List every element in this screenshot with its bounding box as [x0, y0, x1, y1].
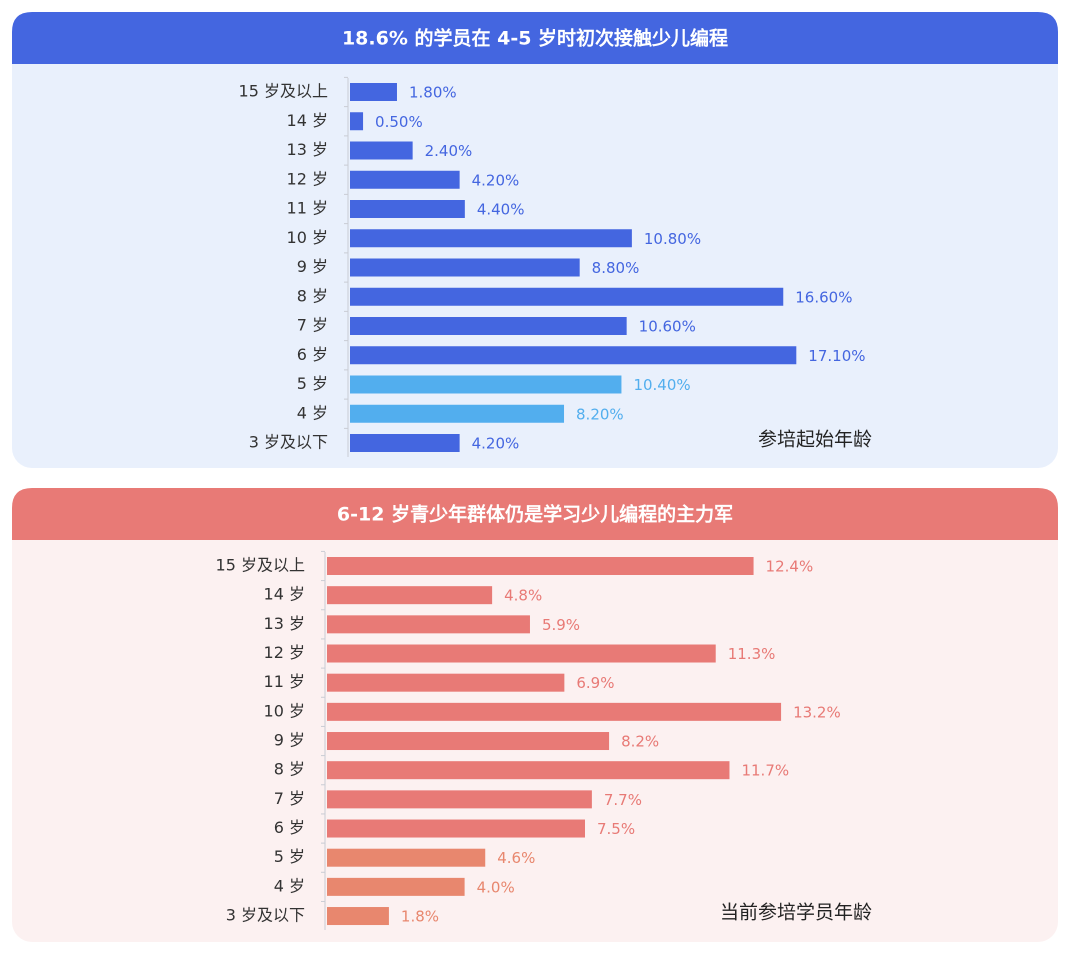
category-label: 15 岁及以上	[239, 82, 328, 101]
annotation: 当前参培学员年龄	[720, 902, 872, 924]
bar	[327, 586, 493, 605]
bar	[327, 907, 389, 926]
bar	[327, 848, 486, 867]
bar	[350, 287, 784, 306]
bar	[350, 258, 580, 277]
category-label: 8 岁	[297, 286, 328, 305]
bar	[327, 732, 610, 751]
value-label: 4.6%	[497, 849, 535, 867]
category-label: 11 岁	[287, 199, 328, 218]
category-label: 13 岁	[264, 614, 305, 633]
value-label: 12.4%	[766, 558, 814, 576]
bar	[350, 170, 460, 189]
value-label: 2.40%	[425, 142, 473, 160]
value-label: 4.40%	[477, 201, 525, 219]
value-label: 11.3%	[728, 645, 776, 663]
bar	[327, 615, 530, 634]
category-label: 7 岁	[297, 316, 328, 335]
bar	[350, 404, 565, 423]
bar	[327, 761, 730, 780]
value-label: 10.80%	[644, 230, 701, 248]
value-label: 13.2%	[793, 703, 841, 721]
bar	[327, 644, 716, 663]
bar	[327, 790, 592, 809]
category-label: 15 岁及以上	[216, 556, 305, 575]
bar	[350, 317, 627, 335]
value-label: 8.2%	[621, 733, 659, 751]
value-label: 4.20%	[472, 171, 520, 189]
bar	[327, 819, 585, 838]
value-label: 8.80%	[592, 259, 640, 277]
category-label: 9 岁	[274, 731, 305, 750]
category-label: 14 岁	[287, 111, 328, 130]
bar	[350, 200, 465, 218]
category-label: 10 岁	[264, 701, 305, 720]
annotation: 参培起始年龄	[758, 429, 872, 451]
category-label: 14 岁	[264, 585, 305, 604]
value-label: 4.8%	[504, 587, 542, 605]
panel-header	[12, 488, 1058, 540]
category-label: 6 岁	[297, 345, 328, 364]
value-label: 1.8%	[401, 908, 439, 926]
value-label: 5.9%	[542, 616, 580, 634]
bar	[350, 375, 622, 394]
category-label: 10 岁	[287, 228, 328, 247]
bar	[350, 83, 397, 101]
value-label: 0.50%	[375, 113, 423, 131]
value-label: 1.80%	[409, 84, 457, 102]
bar	[327, 673, 565, 692]
value-label: 7.5%	[597, 820, 635, 838]
category-label: 12 岁	[287, 169, 328, 188]
value-label: 6.9%	[576, 674, 614, 692]
chart-title: 18.6% 的学员在 4-5 岁时初次接触少儿编程	[342, 27, 728, 50]
category-label: 3 岁及以下	[249, 433, 328, 452]
value-label: 16.60%	[795, 288, 852, 306]
bar	[327, 877, 465, 896]
value-label: 17.10%	[808, 347, 865, 365]
value-label: 4.0%	[477, 878, 515, 896]
value-label: 10.40%	[633, 376, 690, 394]
bar	[327, 557, 754, 575]
bar	[327, 702, 782, 721]
value-label: 8.20%	[576, 405, 624, 423]
value-label: 4.20%	[472, 435, 520, 453]
category-label: 3 岁及以下	[226, 906, 305, 925]
panel-header	[12, 12, 1058, 64]
category-label: 7 岁	[274, 789, 305, 808]
category-label: 4 岁	[297, 403, 328, 422]
category-label: 12 岁	[264, 643, 305, 662]
category-label: 13 岁	[287, 140, 328, 159]
category-label: 9 岁	[297, 257, 328, 276]
category-label: 6 岁	[274, 818, 305, 837]
chart-title: 6-12 岁青少年群体仍是学习少儿编程的主力军	[337, 503, 733, 526]
category-label: 4 岁	[274, 876, 305, 895]
bar	[350, 346, 797, 365]
category-label: 11 岁	[264, 672, 305, 691]
category-label: 5 岁	[297, 374, 328, 393]
value-label: 10.60%	[639, 318, 696, 336]
category-label: 5 岁	[274, 847, 305, 866]
category-label: 8 岁	[274, 760, 305, 779]
value-label: 11.7%	[741, 762, 789, 780]
bar	[350, 112, 364, 131]
bar	[350, 141, 413, 160]
bar	[350, 229, 632, 248]
bar	[350, 434, 460, 452]
value-label: 7.7%	[604, 791, 642, 809]
